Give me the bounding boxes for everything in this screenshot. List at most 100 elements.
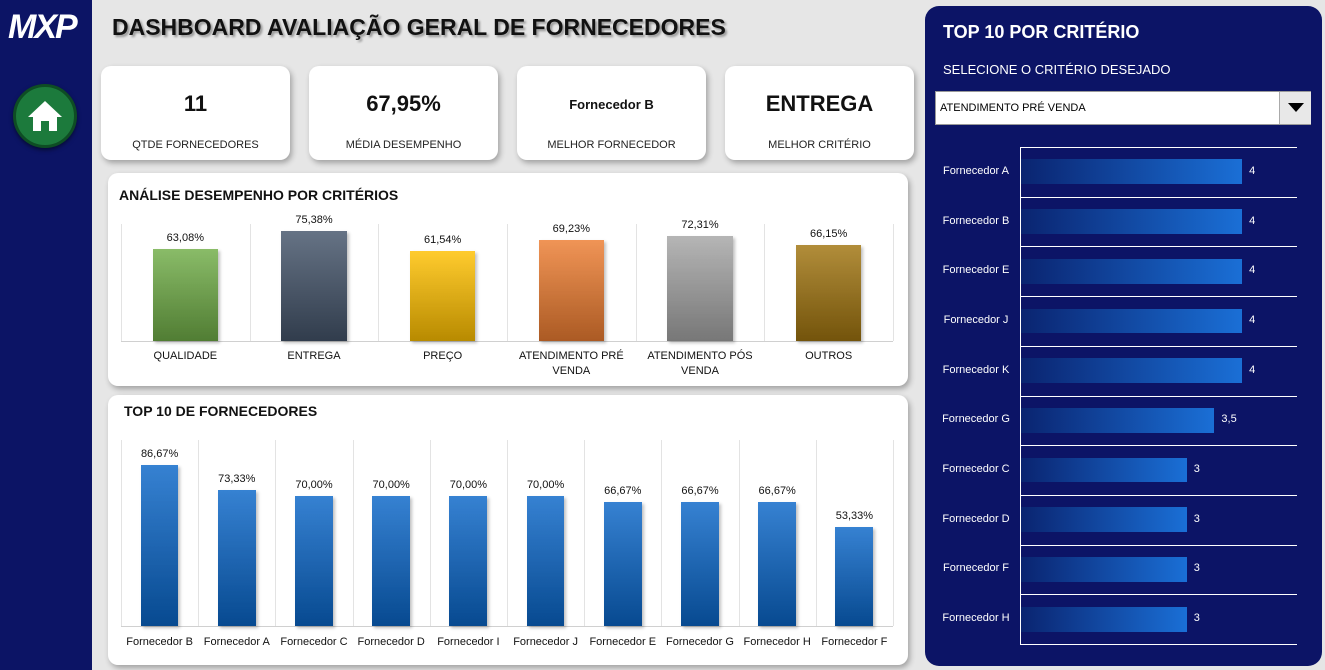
data-label: 3 xyxy=(1193,612,1200,625)
x-tick-label: ATENDIMENTO PRÉ VENDA xyxy=(518,350,624,377)
separator xyxy=(507,224,508,341)
bar xyxy=(835,526,874,626)
bar xyxy=(1021,159,1243,185)
separator xyxy=(1020,445,1297,447)
y-tick-label: Fornecedor A xyxy=(942,164,1010,177)
separator xyxy=(1020,494,1297,496)
page-title: DASHBOARD AVALIAÇÃO GERAL DE FORNECEDORE… xyxy=(112,14,726,40)
separator xyxy=(352,440,354,626)
bar xyxy=(667,235,733,341)
y-tick-label: Fornecedor H xyxy=(942,612,1010,625)
data-label: 3 xyxy=(1193,512,1200,525)
kpi-label: MÉDIA DESEMPENHO xyxy=(345,139,462,151)
kpi-value: 11 xyxy=(183,91,208,116)
y-tick-label: Fornecedor E xyxy=(942,264,1010,277)
data-label: 4 xyxy=(1249,164,1256,177)
y-tick-label: Fornecedor K xyxy=(942,363,1010,376)
kpi-card xyxy=(309,66,498,160)
x-tick-label: Fornecedor J xyxy=(513,636,578,648)
chart-title: ANÁLISE DESEMPENHO POR CRITÉRIOS xyxy=(119,187,399,203)
separator xyxy=(1020,345,1297,347)
data-label: 4 xyxy=(1249,214,1256,227)
kpi-value: ENTREGA xyxy=(765,91,874,116)
axis-line xyxy=(121,626,893,627)
separator xyxy=(635,224,637,341)
home-icon xyxy=(28,101,62,131)
bar xyxy=(372,495,411,626)
data-label: 4 xyxy=(1249,264,1256,277)
kpi-value: 67,95% xyxy=(366,91,441,116)
dropdown-arrow[interactable] xyxy=(1279,92,1311,124)
data-label: 75,38% xyxy=(295,214,333,227)
chart-panel xyxy=(108,173,908,386)
separator xyxy=(815,440,817,626)
separator xyxy=(1020,544,1297,546)
bar xyxy=(217,489,256,626)
x-tick-label: QUALIDADE xyxy=(153,350,218,362)
separator xyxy=(275,440,277,626)
x-tick-label: Fornecedor C xyxy=(280,636,348,648)
bar xyxy=(603,502,642,626)
separator xyxy=(1020,296,1297,298)
data-label: 73,33% xyxy=(218,472,256,485)
separator xyxy=(764,224,766,341)
x-tick-label: ATENDIMENTO PÓS VENDA xyxy=(647,350,753,377)
data-label: 70,00% xyxy=(295,478,333,491)
x-tick-label: Fornecedor H xyxy=(743,636,811,648)
data-label: 70,00% xyxy=(372,478,410,491)
separator xyxy=(198,440,200,626)
bar xyxy=(281,231,347,341)
separator xyxy=(1020,147,1297,148)
axis-line xyxy=(121,341,893,342)
data-label: 86,67% xyxy=(140,447,179,460)
separator xyxy=(738,440,740,626)
x-tick-label: OUTROS xyxy=(805,350,853,362)
y-tick-label: Fornecedor B xyxy=(942,214,1010,227)
bar xyxy=(1021,407,1215,433)
kpi-label: QTDE FORNECEDORES xyxy=(132,139,259,151)
kpi-value: Fornecedor B xyxy=(569,97,654,112)
bar xyxy=(538,240,605,341)
separator xyxy=(121,440,122,626)
separator xyxy=(893,440,894,626)
data-label: 66,67% xyxy=(604,485,642,498)
bar xyxy=(1021,557,1187,582)
kpi-label: MELHOR CRITÉRIO xyxy=(768,139,871,151)
data-label: 72,31% xyxy=(681,218,719,231)
chart-title: TOP 10 DE FORNECEDORES xyxy=(124,403,318,419)
y-tick-label: Fornecedor G xyxy=(942,413,1010,426)
home-button[interactable] xyxy=(13,84,77,148)
separator xyxy=(249,224,251,341)
separator xyxy=(429,440,431,626)
separator xyxy=(893,224,894,341)
data-label: 69,23% xyxy=(552,223,590,235)
separator xyxy=(584,440,586,626)
data-label: 4 xyxy=(1249,363,1256,376)
dropdown[interactable]: ATENDIMENTO PRÉ VENDA xyxy=(935,91,1311,125)
logo: MXP xyxy=(8,8,78,46)
separator xyxy=(121,224,122,341)
data-label: 3,5 xyxy=(1221,413,1237,426)
x-tick-label: ENTREGA xyxy=(287,350,341,362)
bar xyxy=(1021,308,1243,334)
kpi-card xyxy=(101,66,290,160)
separator xyxy=(378,224,380,341)
bar xyxy=(681,502,719,626)
data-label: 61,54% xyxy=(424,234,462,247)
kpi-card xyxy=(517,66,706,160)
data-label: 3 xyxy=(1193,463,1200,476)
y-tick-label: Fornecedor J xyxy=(943,313,1009,326)
bar xyxy=(1021,507,1187,533)
data-label: 3 xyxy=(1193,562,1200,575)
bar xyxy=(1021,457,1187,483)
x-tick-label: PREÇO xyxy=(423,350,463,362)
separator xyxy=(1020,594,1297,596)
separator xyxy=(1020,196,1297,198)
bar xyxy=(758,502,797,626)
separator xyxy=(661,440,663,626)
bar xyxy=(526,495,565,626)
y-tick-label: Fornecedor C xyxy=(942,463,1010,476)
bar xyxy=(1021,258,1243,284)
bar xyxy=(140,464,179,626)
data-label: 66,15% xyxy=(810,227,848,240)
